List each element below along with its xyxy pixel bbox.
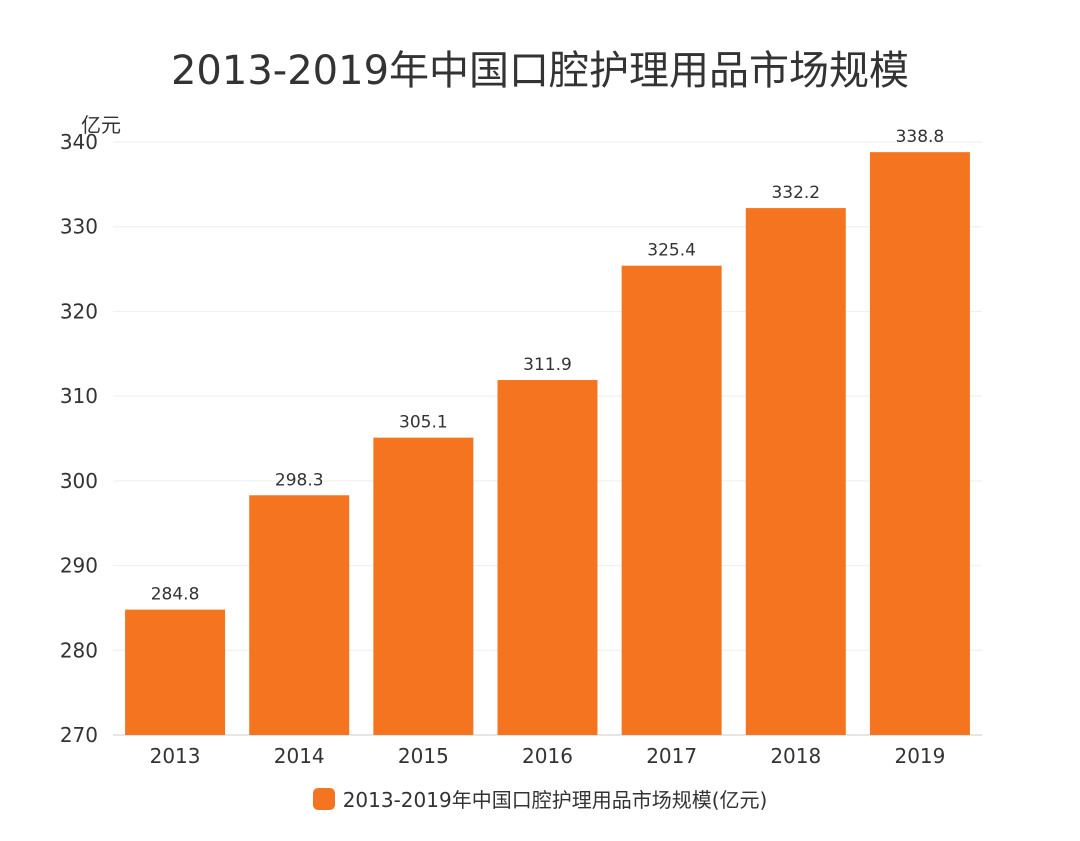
y-tick-label: 270 xyxy=(60,723,98,747)
bar-2016[interactable] xyxy=(497,380,598,735)
y-tick-label: 310 xyxy=(60,384,98,408)
bar-2013[interactable] xyxy=(125,609,226,735)
data-label-2017: 325.4 xyxy=(647,241,696,261)
data-label-2015: 305.1 xyxy=(399,413,448,433)
bars: 284.8 298.3 305.1 311.9 325.4 332.2 338.8 xyxy=(125,127,970,735)
legend-label: 2013-2019年中国口腔护理用品市场规模(亿元) xyxy=(342,788,768,812)
data-label-2016: 311.9 xyxy=(523,355,572,375)
y-axis: 270 280 290 300 310 320 330 340 xyxy=(60,130,98,747)
bar-2015[interactable] xyxy=(373,437,474,735)
bar-2019[interactable] xyxy=(869,152,970,735)
x-tick-label: 2013 xyxy=(150,744,201,768)
y-tick-label: 290 xyxy=(60,554,98,578)
bar-2017[interactable] xyxy=(621,265,722,735)
y-axis-unit-label: 亿元 xyxy=(81,113,121,137)
y-tick-label: 340 xyxy=(60,130,98,154)
x-tick-label: 2016 xyxy=(522,744,573,768)
data-label-2014: 298.3 xyxy=(275,470,324,490)
bar-2018[interactable] xyxy=(745,208,846,735)
bar-2014[interactable] xyxy=(249,495,350,735)
data-label-2013: 284.8 xyxy=(151,585,200,605)
chart-title: 2013-2019年中国口腔护理用品市场规模 xyxy=(170,48,910,94)
legend-swatch xyxy=(312,787,335,810)
y-tick-label: 320 xyxy=(60,299,98,323)
legend[interactable]: 2013-2019年中国口腔护理用品市场规模(亿元) xyxy=(0,784,1080,813)
x-tick-label: 2019 xyxy=(894,744,945,768)
x-tick-label: 2018 xyxy=(770,744,821,768)
y-tick-label: 300 xyxy=(60,469,98,493)
x-tick-label: 2017 xyxy=(646,744,697,768)
x-tick-label: 2014 xyxy=(274,744,325,768)
y-tick-label: 330 xyxy=(60,215,98,239)
y-tick-label: 280 xyxy=(60,638,98,662)
x-tick-label: 2015 xyxy=(398,744,449,768)
data-label-2019: 338.8 xyxy=(896,127,945,147)
data-label-2018: 332.2 xyxy=(771,183,820,203)
x-axis: 2013 2014 2015 2016 2017 2018 2019 xyxy=(150,744,946,768)
